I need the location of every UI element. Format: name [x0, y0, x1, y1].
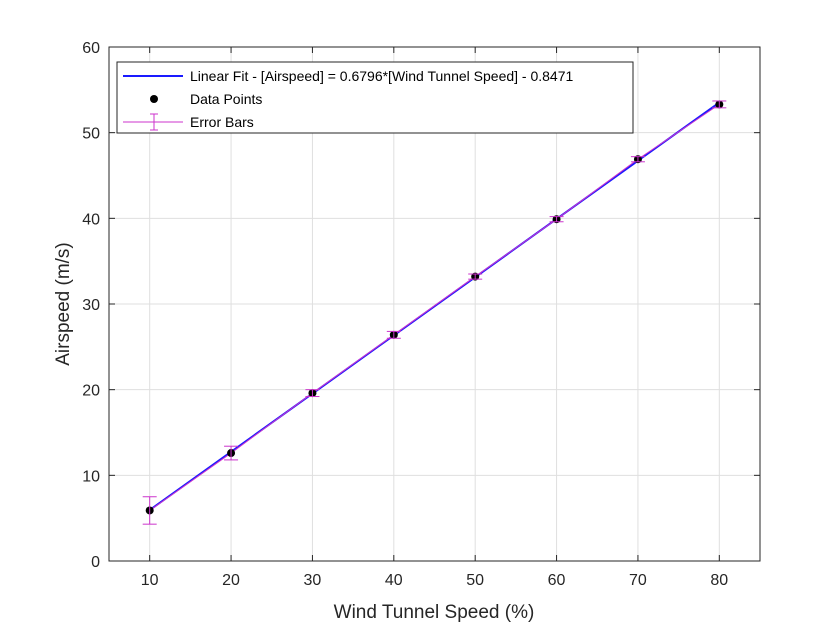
- y-tick-label: 40: [82, 211, 100, 228]
- legend-linear-fit-label: Linear Fit - [Airspeed] = 0.6796*[Wind T…: [190, 68, 574, 84]
- y-axis-title: Airspeed (m/s): [53, 242, 74, 366]
- y-tick-label: 30: [82, 297, 100, 314]
- y-tick-label: 10: [82, 468, 100, 485]
- axes: [108, 46, 761, 562]
- legend-data-points-swatch: [150, 95, 158, 103]
- chart-marks: [142, 100, 727, 525]
- x-tick-label: 60: [548, 572, 566, 589]
- y-tick-label: 0: [91, 554, 100, 571]
- x-tick-label: 20: [222, 572, 240, 589]
- error-bar-connector-line: [149, 103, 720, 511]
- legend-data-points-label: Data Points: [190, 91, 262, 107]
- y-tick-label: 20: [82, 383, 100, 400]
- x-tick-label: 80: [710, 572, 728, 589]
- tick-labels: 10 20 30 40 50 60 70 80 0 10 20 30 40 50 60: [82, 40, 728, 589]
- x-tick-label: 50: [466, 572, 484, 589]
- x-axis-title: Wind Tunnel Speed (%): [334, 602, 535, 623]
- legend-error-bars-label: Error Bars: [190, 114, 254, 130]
- x-tick-label: 10: [141, 572, 159, 589]
- x-tick-label: 30: [304, 572, 322, 589]
- y-tick-label: 60: [82, 40, 100, 57]
- legend: Linear Fit - [Airspeed] = 0.6796*[Wind T…: [116, 61, 634, 134]
- x-tick-label: 70: [629, 572, 647, 589]
- legend-box: [116, 61, 634, 134]
- y-tick-label: 50: [82, 126, 100, 143]
- x-tick-label: 40: [385, 572, 403, 589]
